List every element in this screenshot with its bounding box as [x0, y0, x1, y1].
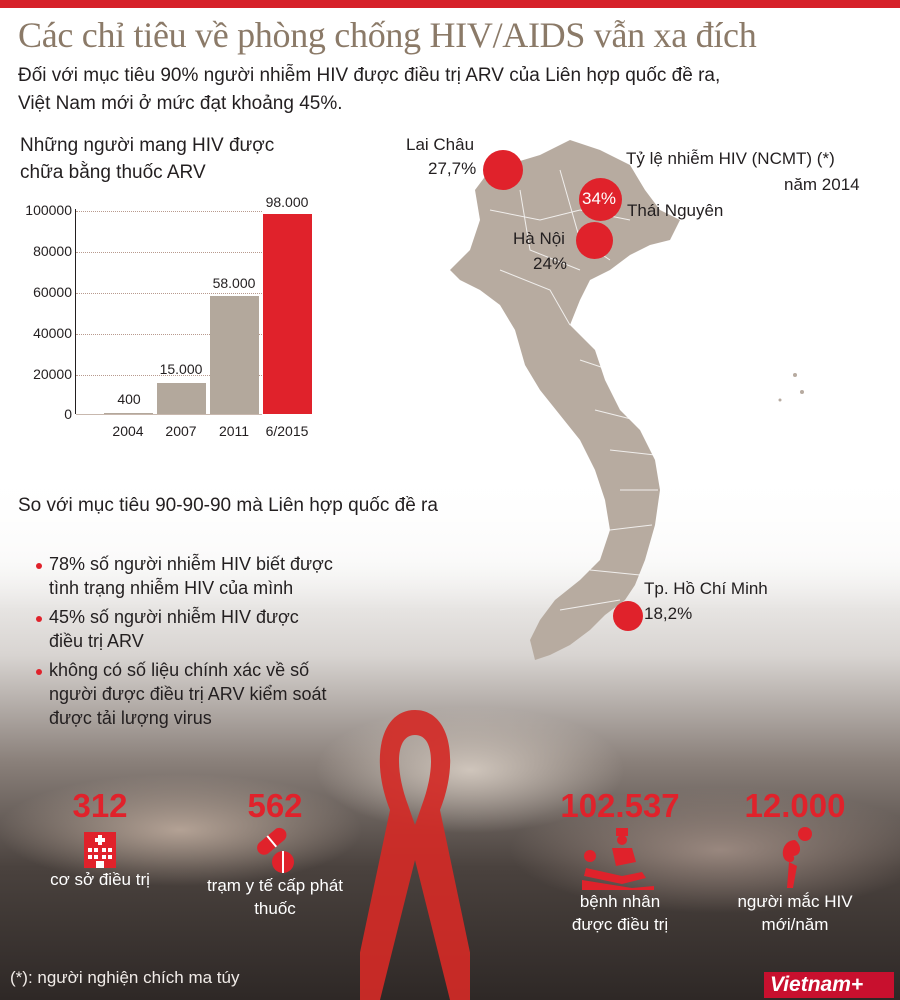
list-item: 78% số người nhiễm HIV biết được tình tr… — [36, 552, 336, 600]
page-title: Các chỉ tiêu về phòng chống HIV/AIDS vẫn… — [18, 15, 757, 55]
bar-2015 — [263, 214, 312, 414]
person-bent-icon — [782, 827, 812, 888]
bubble-thai-nguyen — [579, 178, 622, 221]
map-legend-year: năm 2014 — [784, 175, 860, 194]
bubble-lai-chau — [483, 150, 523, 190]
top-accent-bar — [0, 0, 900, 8]
vietnamplus-logo: Vietnam+ — [764, 972, 894, 998]
y-tick: 60000 — [33, 284, 72, 300]
bullet-dot-icon — [36, 616, 42, 622]
map-point-name: Tp. Hồ Chí Minh — [644, 579, 768, 598]
chart-title: Những người mang HIV được chữa bằng thuố… — [20, 135, 275, 183]
gridline — [76, 293, 262, 294]
list-item: 45% số người nhiễm HIV được điều trị ARV — [36, 605, 336, 653]
bar-value-label: 15.000 — [159, 361, 203, 377]
red-ribbon-icon — [360, 710, 470, 1000]
footnote: (*): người nghiện chích ma túy — [10, 968, 240, 987]
bubble-ho-chi-minh — [613, 601, 643, 631]
gridline — [76, 211, 262, 212]
map-point-name: Thái Nguyên — [627, 201, 724, 220]
bar-value-label: 400 — [117, 391, 141, 407]
bullet-dot-icon — [36, 669, 42, 675]
stat-number: 312 — [72, 787, 128, 824]
x-tick: 6/2015 — [265, 423, 309, 439]
stat-treatment-facilities: 312 cơ sở điều trị — [30, 788, 170, 891]
stat-number: 562 — [247, 787, 303, 824]
stat-number: 12.000 — [744, 787, 846, 824]
stat-label: bệnh nhân được điều trị — [571, 892, 669, 934]
bars-area — [0, 195, 340, 414]
bullet-dot-icon — [36, 563, 42, 569]
map-point-value: 18,2% — [644, 604, 693, 623]
bar-2007 — [157, 383, 206, 414]
gridline — [76, 252, 262, 253]
bar-chart: 100000 80000 60000 40000 20000 0 400 15.… — [0, 194, 340, 445]
y-tick: 80000 — [33, 243, 72, 259]
bar-value-label: 58.000 — [212, 275, 256, 291]
y-tick: 40000 — [33, 325, 72, 341]
map-legend-title: Tỷ lệ nhiễm HIV (NCMT) (*) — [626, 149, 835, 168]
bar-value-label: 98.000 — [265, 194, 309, 210]
photo-fade-overlay — [0, 470, 900, 610]
stat-new-infections: 12.000 người mắc HIV mới/năm — [720, 788, 870, 936]
stat-health-stations: 562 trạm y tế cấp phát thuốc — [205, 788, 345, 920]
list-item: không có số liệu chính xác về số người đ… — [36, 658, 336, 730]
y-axis — [75, 209, 76, 414]
patient-care-icon — [582, 828, 654, 890]
x-tick: 2007 — [165, 423, 197, 439]
stat-patients-treated: 102.537 bệnh nhân được điều trị — [560, 788, 680, 936]
y-tick: 20000 — [33, 366, 72, 382]
stat-label: trạm y tế cấp phát thuốc — [206, 876, 344, 918]
x-tick: 2004 — [112, 423, 144, 439]
hospital-icon — [84, 832, 116, 868]
y-tick: 0 — [64, 406, 72, 422]
map-point-name: Hà Nội — [513, 229, 565, 248]
stat-label: cơ sở điều trị — [50, 870, 150, 889]
bar-2004 — [104, 413, 153, 414]
map-point-name: Lai Châu — [406, 135, 475, 154]
bubble-ha-noi — [576, 222, 613, 259]
map-point-value: 27,7% — [428, 159, 477, 178]
pill-icon — [257, 827, 294, 873]
stat-number: 102.537 — [560, 787, 680, 824]
stat-label: người mắc HIV mới/năm — [737, 892, 853, 934]
targets-list: 78% số người nhiễm HIV biết được tình tr… — [36, 552, 336, 735]
y-tick: 100000 — [25, 202, 72, 218]
gridline — [76, 375, 262, 376]
map-point-value: 24% — [533, 254, 568, 273]
gridline — [76, 334, 262, 335]
bar-2011 — [210, 296, 259, 414]
targets-intro: So với mục tiêu 90-90-90 mà Liên hợp quố… — [18, 495, 438, 516]
x-tick: 2011 — [218, 423, 250, 439]
map-point-value: 34% — [582, 189, 617, 208]
page-subtitle: Đối với mục tiêu 90% người nhiễm HIV đượ… — [18, 65, 721, 114]
x-baseline — [76, 414, 262, 415]
